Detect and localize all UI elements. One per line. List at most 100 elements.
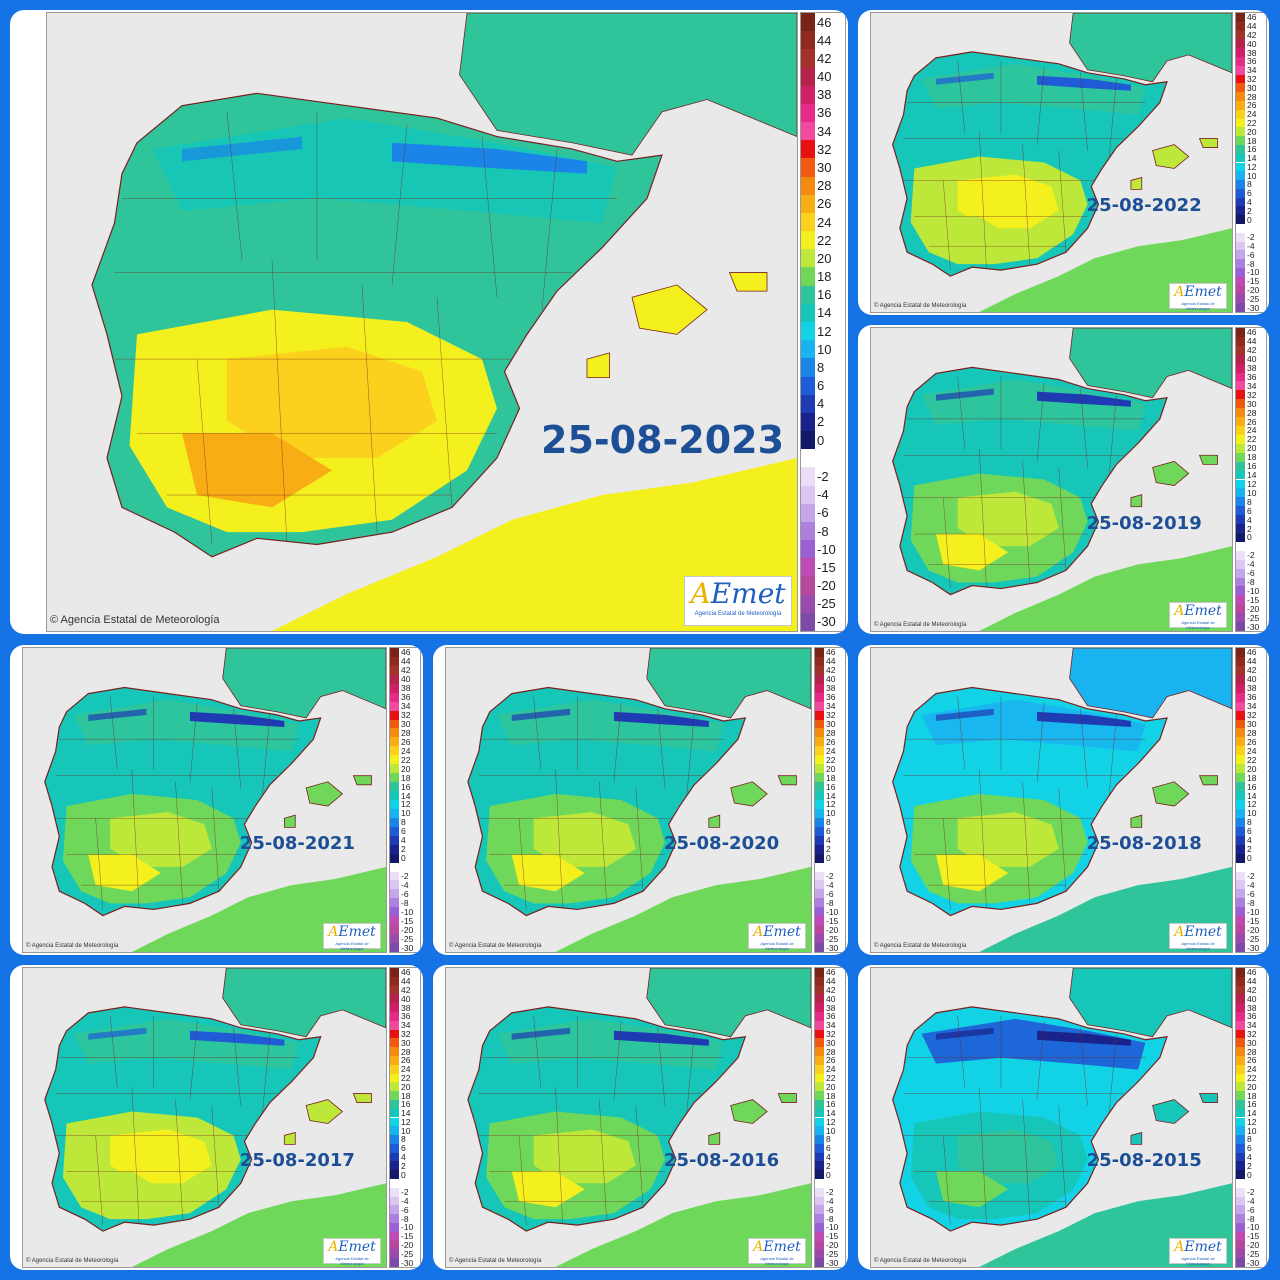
legend-swatch [815,994,824,1004]
legend-label: 32 [401,1028,411,1039]
legend-label: 34 [826,1020,836,1031]
legend-swatch [1236,800,1245,809]
legend-entry: 10 [815,808,845,818]
legend-label: 4 [401,1152,406,1163]
legend-entry: 30 [390,1038,420,1048]
legend-swatch [1236,488,1245,498]
legend-swatch [1236,826,1245,836]
legend-label: 18 [1247,135,1257,146]
legend-entry: 42 [815,985,845,995]
legend-swatch [1236,613,1245,623]
legend-entry: -20 [1236,1240,1266,1250]
legend-swatch [815,844,824,854]
legend-swatch [1236,1003,1245,1012]
legend-entry: -4 [801,485,845,504]
legend-swatch [1236,916,1245,926]
legend-label: 20 [401,763,411,774]
legend-entry: -20 [801,576,845,595]
legend-swatch [1236,206,1245,216]
legend-entry: -4 [390,880,420,890]
legend-swatch [815,1003,824,1012]
legend-label: 6 [1247,1143,1252,1154]
legend-entry: 18 [390,1091,420,1101]
legend-swatch [1236,943,1245,952]
legend-swatch [801,49,815,68]
legend-label: 26 [1247,1055,1257,1066]
legend-label: 2 [826,1160,831,1171]
legend-swatch [1236,127,1245,137]
legend-swatch [815,674,824,684]
legend-swatch [390,1170,399,1180]
legend-label: 16 [817,287,832,303]
legend-label: -30 [817,614,836,630]
legend-label: 2 [1247,523,1252,534]
legend-label: 26 [826,1055,836,1066]
legend-entry: -20 [390,1240,420,1250]
legend-entry: 24 [1236,425,1266,435]
legend-swatch [390,1126,399,1136]
legend-swatch [1236,871,1245,881]
legend-entry: 10 [390,1126,420,1136]
logo-subtitle: Agencia Estatal de Meteorología [1181,301,1215,311]
legend-entry: 46 [815,967,845,977]
france-land [646,648,811,718]
legend-entry: 32 [1236,74,1266,84]
legend-swatch [390,1099,399,1109]
legend-swatch [801,85,815,104]
legend-swatch [390,844,399,854]
legend-label: 44 [826,976,836,987]
legend-swatch [801,485,815,504]
legend-entry: 42 [390,985,420,995]
legend-swatch [801,267,815,286]
legend-entry: -25 [815,1249,845,1259]
legend-entry: 0 [801,431,845,450]
legend-entry: -6 [1236,568,1266,578]
legend-entry: 10 [1236,171,1266,181]
legend-entry: -30 [1236,303,1266,313]
legend-entry: -8 [1236,1214,1266,1224]
map-frame [870,967,1233,1268]
legend-swatch [801,285,815,304]
legend-swatch [1236,1135,1245,1144]
legend-label: 42 [826,665,836,676]
legend-swatch [1236,1099,1245,1109]
legend-entry: -30 [1236,622,1266,632]
legend-label: -15 [1247,276,1260,287]
legend-swatch [815,853,824,863]
legend-label: 22 [826,1072,836,1083]
legend-label: -30 [826,1257,839,1268]
legend-entry: -25 [1236,613,1266,623]
legend-swatch [1236,604,1245,614]
legend-entry: 4 [1236,835,1266,845]
legend-label: 34 [1247,65,1257,76]
map-frame [445,647,812,953]
legend-swatch [801,249,815,268]
legend-entry: 46 [1236,12,1266,22]
legend-label: 18 [401,772,411,783]
legend-entry: 20 [1236,127,1266,137]
legend-entry: -6 [390,1205,420,1215]
legend-label: 26 [817,196,832,212]
legend-entry: 16 [801,285,845,304]
legend-label: 24 [817,214,832,230]
legend-swatch [390,1143,399,1153]
legend-label: 32 [1247,1028,1257,1039]
legend-label: 40 [401,674,411,685]
legend-swatch [1236,188,1245,198]
date-label: 25-08-2021 [239,833,355,855]
date-label: 25-08-2017 [239,1150,355,1172]
aemet-logo: AEmet Agencia Estatal de Meteorología [1169,1238,1227,1266]
legend-label: 36 [401,1011,411,1022]
legend-entry: 2 [1236,206,1266,216]
legend-label: 18 [1247,1090,1257,1101]
legend-label: 10 [826,1125,836,1136]
legend-label: 20 [1247,763,1257,774]
legend-entry: 22 [1236,1073,1266,1083]
legend-swatch [815,943,824,952]
legend-label: -8 [401,897,409,908]
legend-label: -2 [401,1187,409,1198]
legend-swatch [390,1135,399,1144]
legend-swatch [1236,782,1245,792]
balearic-island [731,782,768,806]
legend-swatch [390,701,399,711]
